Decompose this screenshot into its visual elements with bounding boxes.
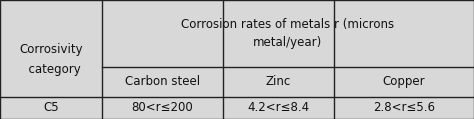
- Text: C5: C5: [43, 102, 59, 114]
- Text: Corrosivity
  category: Corrosivity category: [19, 42, 83, 77]
- Text: Carbon steel: Carbon steel: [125, 75, 200, 88]
- Text: Corrosion rates of metals r (microns
metal/year): Corrosion rates of metals r (microns met…: [182, 18, 394, 49]
- Text: Copper: Copper: [383, 75, 425, 88]
- Text: 2.8<r≤5.6: 2.8<r≤5.6: [373, 102, 435, 114]
- Text: 80<r≤200: 80<r≤200: [131, 102, 193, 114]
- Text: Zinc: Zinc: [266, 75, 291, 88]
- Text: 4.2<r≤8.4: 4.2<r≤8.4: [247, 102, 310, 114]
